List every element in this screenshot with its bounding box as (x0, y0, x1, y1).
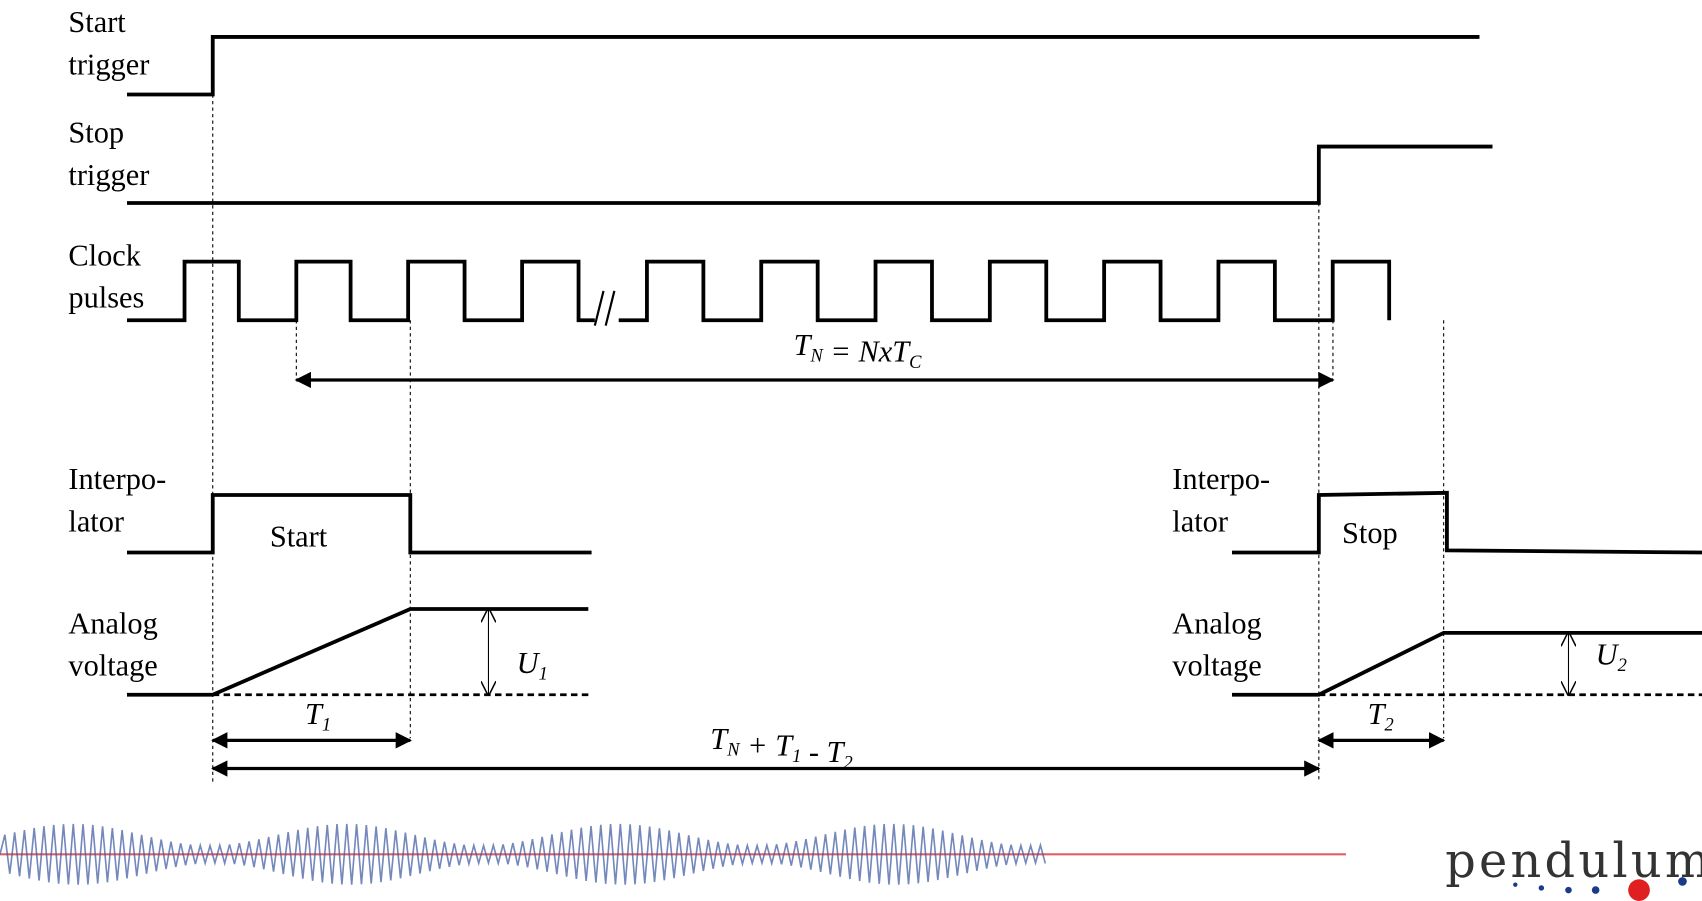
logo: pendulum (0, 824, 1702, 901)
interpolator-label: Start (270, 519, 328, 553)
signal-label: Clock (68, 238, 141, 272)
clock-break (595, 291, 615, 326)
annotation-t2: T2 (1368, 697, 1394, 735)
interpolator-label: Stop (1342, 516, 1398, 550)
annotation-sub: 2 (844, 753, 853, 773)
signal-label: Start (68, 5, 126, 39)
annotation-tn: TN = NxTC (794, 328, 923, 372)
logo-text: pendulum (1445, 834, 1702, 889)
annotation-sub: 1 (322, 715, 331, 735)
annotation-sub: C (909, 352, 922, 372)
logo-dot (1678, 877, 1687, 886)
interpolator-stop-wave (1232, 493, 1702, 553)
signal-label: lator (1172, 504, 1228, 538)
start-trigger-wave (127, 37, 1479, 95)
signal-label: Stop (68, 116, 124, 150)
annotation-main: U (517, 646, 541, 680)
interpolator-start-wave (127, 495, 592, 553)
analog-stop-wave (1232, 633, 1702, 695)
annotation-sub: 2 (1385, 715, 1394, 735)
annotation-sub: 2 (1618, 655, 1627, 675)
logo-dot (1513, 883, 1517, 887)
signal-label: pulses (68, 281, 144, 315)
annotation-u1: U1 (517, 646, 548, 684)
signal-label: voltage (1172, 649, 1261, 683)
annotation-t1: T1 (305, 697, 331, 735)
annotation-main: = NxT (823, 334, 911, 368)
stop-trigger-wave (127, 147, 1493, 203)
signal-label: trigger (68, 158, 149, 192)
logo-dot (1539, 885, 1544, 890)
logo-dot (1628, 879, 1650, 901)
waveforms (127, 37, 1702, 782)
annotation-total: TN + T1 - T2 (710, 722, 852, 773)
signal-label: Analog (1172, 606, 1261, 640)
logo-dot (1592, 886, 1600, 894)
annotation-main: - T (801, 735, 845, 769)
logo-dot (1565, 887, 1572, 894)
annotation-u2: U2 (1596, 637, 1627, 675)
timing-diagram: pendulum Start trigger Stop trigger Clock pul… (0, 0, 1702, 901)
signal-label: voltage (68, 649, 157, 683)
annotation-main: U (1596, 637, 1620, 671)
annotation-sub: 1 (539, 664, 548, 684)
signal-label: Interpo- (68, 462, 166, 496)
signal-label: lator (68, 504, 124, 538)
annotation-sub: 1 (792, 746, 801, 766)
signal-label: Analog (68, 606, 157, 640)
clock-wave (127, 262, 1389, 321)
annotation-main: + T (740, 729, 795, 763)
signal-label: trigger (68, 47, 149, 81)
signal-label: Interpo- (1172, 462, 1270, 496)
